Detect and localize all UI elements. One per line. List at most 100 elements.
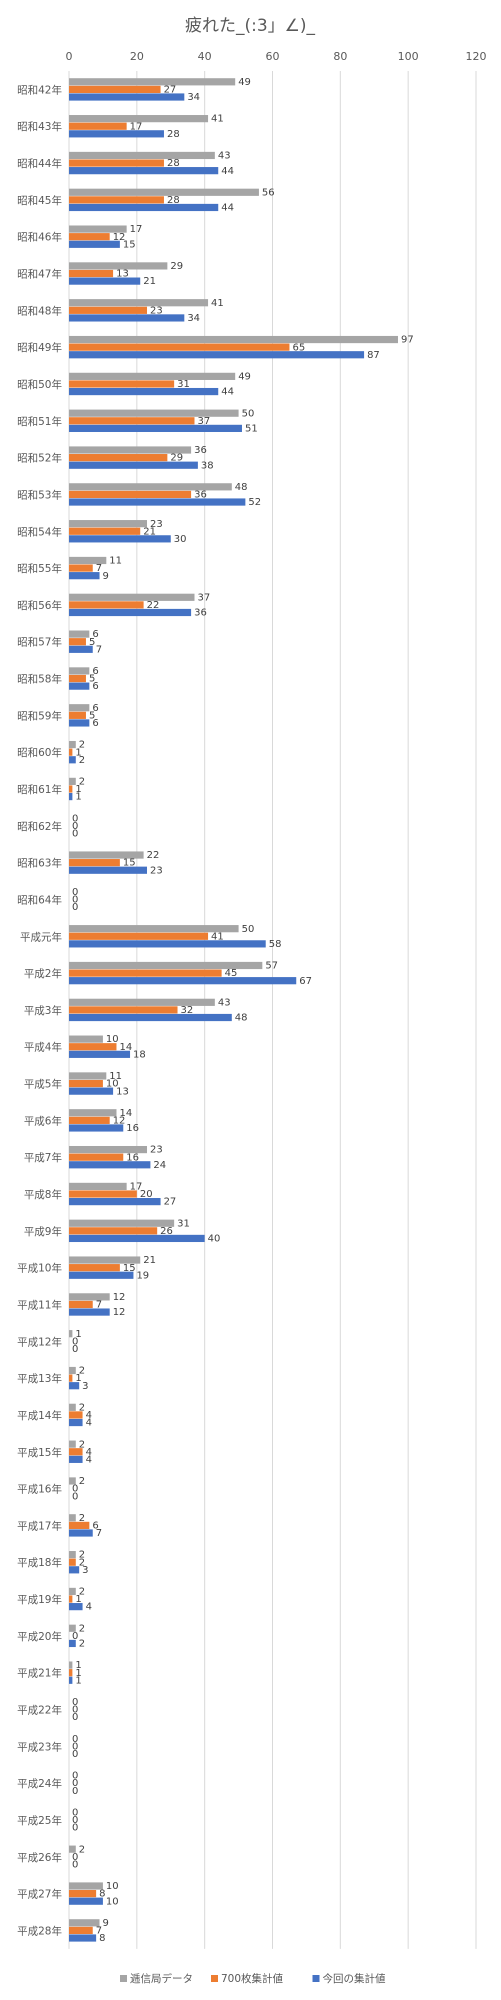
data-label: 44 bbox=[221, 166, 234, 177]
bar bbox=[69, 1256, 141, 1264]
bar bbox=[69, 1190, 137, 1198]
bar bbox=[69, 1418, 83, 1427]
bar bbox=[69, 674, 86, 683]
legend-label: 逓信局データ bbox=[130, 1972, 193, 1985]
bar bbox=[69, 1227, 158, 1235]
bar bbox=[69, 1043, 117, 1051]
bar bbox=[69, 1116, 110, 1124]
data-label: 0 bbox=[72, 1712, 78, 1723]
bar bbox=[69, 1676, 73, 1684]
bar bbox=[69, 115, 209, 123]
data-label: 0 bbox=[72, 1491, 78, 1502]
data-label: 0 bbox=[72, 1823, 78, 1834]
bar bbox=[69, 1013, 232, 1022]
category-label: 平成26年 bbox=[17, 1851, 62, 1864]
data-label: 2 bbox=[79, 1366, 85, 1377]
data-label: 32 bbox=[181, 1005, 194, 1016]
bar bbox=[69, 719, 90, 727]
bar bbox=[69, 1330, 73, 1338]
data-label: 30 bbox=[174, 534, 187, 545]
data-label: 51 bbox=[245, 423, 258, 434]
data-label: 0 bbox=[72, 1859, 78, 1870]
data-label: 6 bbox=[92, 703, 98, 714]
data-label: 23 bbox=[150, 305, 163, 316]
data-label: 7 bbox=[96, 1926, 102, 1937]
data-label: 13 bbox=[116, 269, 129, 280]
x-tick-label: 0 bbox=[66, 50, 73, 63]
bar bbox=[69, 1050, 131, 1058]
data-label: 18 bbox=[133, 1049, 146, 1060]
data-label: 21 bbox=[143, 276, 156, 287]
data-label: 1 bbox=[75, 1660, 81, 1671]
data-label: 14 bbox=[119, 1042, 132, 1053]
bar bbox=[69, 1219, 175, 1227]
data-label: 6 bbox=[92, 629, 98, 640]
category-label: 平成8年 bbox=[24, 1188, 62, 1201]
data-label: 67 bbox=[299, 976, 312, 987]
data-label: 24 bbox=[153, 1160, 166, 1171]
bar bbox=[69, 1624, 76, 1632]
data-label: 41 bbox=[211, 931, 224, 942]
data-label: 43 bbox=[218, 151, 231, 162]
bar bbox=[69, 601, 144, 609]
bar bbox=[69, 1308, 110, 1316]
data-label: 23 bbox=[150, 519, 163, 530]
bar bbox=[69, 667, 90, 675]
data-label: 15 bbox=[123, 239, 136, 250]
bar bbox=[69, 932, 209, 940]
bar bbox=[69, 572, 100, 580]
category-label: 平成17年 bbox=[17, 1519, 62, 1532]
data-label: 22 bbox=[147, 600, 160, 611]
data-label: 26 bbox=[160, 1226, 173, 1237]
category-label: 平成25年 bbox=[17, 1814, 62, 1827]
category-label: 平成27年 bbox=[17, 1888, 62, 1901]
bar bbox=[69, 417, 195, 425]
data-label: 87 bbox=[367, 350, 380, 361]
data-label: 0 bbox=[72, 1734, 78, 1745]
bar bbox=[69, 490, 192, 499]
bar bbox=[69, 645, 93, 653]
category-label: 平成7年 bbox=[24, 1151, 62, 1164]
data-label: 28 bbox=[167, 195, 180, 206]
data-label: 6 bbox=[92, 718, 98, 729]
bar bbox=[69, 682, 90, 690]
bar bbox=[69, 159, 164, 167]
bar bbox=[69, 940, 266, 948]
data-label: 11 bbox=[109, 1071, 122, 1082]
data-label: 29 bbox=[170, 261, 183, 272]
data-label: 31 bbox=[177, 1218, 190, 1229]
category-label: 平成23年 bbox=[17, 1740, 62, 1753]
data-label: 0 bbox=[72, 1741, 78, 1752]
data-label: 17 bbox=[130, 224, 143, 235]
data-label: 58 bbox=[269, 939, 282, 950]
data-label: 2 bbox=[79, 1639, 85, 1650]
data-label: 13 bbox=[116, 1086, 129, 1097]
bar bbox=[69, 740, 76, 749]
category-labels: 昭和42年昭和43年昭和44年昭和45年昭和46年昭和47年昭和48年昭和49年… bbox=[17, 83, 62, 1937]
category-label: 昭和45年 bbox=[17, 194, 62, 207]
bar bbox=[69, 1271, 134, 1279]
bar bbox=[69, 188, 259, 196]
bar bbox=[69, 409, 239, 417]
data-label: 28 bbox=[167, 158, 180, 169]
data-label: 7 bbox=[96, 1528, 102, 1539]
bar bbox=[69, 240, 120, 248]
data-label: 36 bbox=[194, 445, 207, 456]
bar bbox=[69, 1374, 73, 1382]
data-label: 1 bbox=[75, 1675, 81, 1686]
bar bbox=[69, 1145, 148, 1154]
bar bbox=[69, 792, 73, 801]
bar bbox=[69, 446, 192, 454]
bar bbox=[69, 1521, 90, 1529]
bar bbox=[69, 1072, 107, 1080]
bar bbox=[69, 1529, 93, 1537]
data-label: 41 bbox=[211, 114, 224, 125]
legend-swatch bbox=[120, 1975, 127, 1982]
bar bbox=[69, 785, 73, 793]
data-label: 1 bbox=[75, 1668, 81, 1679]
bar bbox=[69, 1035, 103, 1043]
data-label: 34 bbox=[187, 313, 200, 324]
data-label: 10 bbox=[106, 1034, 119, 1045]
data-label: 41 bbox=[211, 298, 224, 309]
data-label: 2 bbox=[79, 1513, 85, 1524]
